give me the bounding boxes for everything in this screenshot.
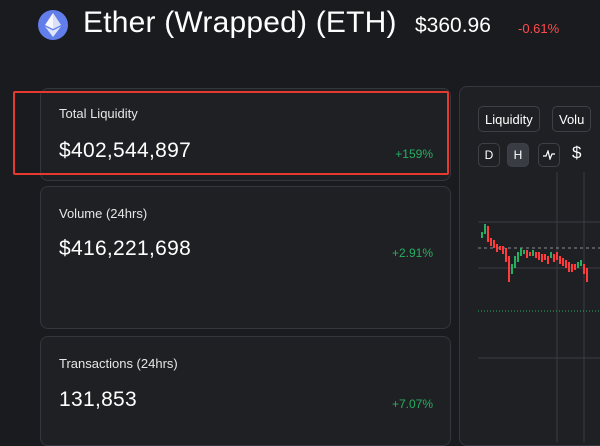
candle <box>511 264 513 274</box>
candle <box>538 252 540 260</box>
candle <box>529 252 531 256</box>
token-header: Ether (Wrapped) (ETH) $360.96 -0.61% <box>0 0 600 52</box>
tab-volume[interactable]: Volu <box>552 106 592 132</box>
candle <box>493 240 495 248</box>
candle <box>502 246 504 254</box>
candle <box>481 232 483 238</box>
price-chart <box>478 172 600 442</box>
volume-delta: +2.91% <box>391 246 433 260</box>
chart-panel: Liquidity Volu D H $ <box>459 86 600 446</box>
candle <box>559 256 561 264</box>
candle <box>517 252 519 262</box>
highlight-box <box>13 91 449 175</box>
candle <box>586 268 588 282</box>
candle <box>532 250 534 256</box>
ethereum-icon <box>38 10 68 40</box>
total-liquidity-value: $402,544,897 <box>59 139 192 162</box>
candle <box>520 248 522 256</box>
candle <box>487 226 489 242</box>
total-liquidity-label: Total Liquidity <box>59 106 138 121</box>
line-chart-icon <box>543 150 555 160</box>
candle <box>583 264 585 274</box>
line-chart-button[interactable] <box>538 143 560 167</box>
chart-value-partial: $ <box>572 143 582 162</box>
candle <box>568 262 570 272</box>
volume-value: $416,221,698 <box>59 237 192 260</box>
candle <box>577 262 579 268</box>
chart-gridlines <box>478 172 600 442</box>
transactions-value: 131,853 <box>59 388 138 411</box>
candle <box>553 254 555 262</box>
token-title: Ether (Wrapped) (ETH) <box>83 6 397 39</box>
candle <box>550 252 552 258</box>
candle <box>544 254 546 260</box>
candle <box>514 256 516 268</box>
candle <box>556 252 558 260</box>
total-liquidity-delta: +159% <box>395 147 433 161</box>
candle <box>523 250 525 254</box>
candles <box>481 224 588 282</box>
candle <box>505 248 507 262</box>
volume-label: Volume (24hrs) <box>59 206 148 221</box>
candle <box>580 260 582 266</box>
volume-card: Volume (24hrs) $416,221,698 +2.91% <box>40 186 451 329</box>
candle <box>547 256 549 264</box>
candle <box>571 264 573 272</box>
timeframe-hour[interactable]: H <box>507 143 529 167</box>
transactions-label: Transactions (24hrs) <box>59 356 178 371</box>
candle <box>535 252 537 258</box>
transactions-delta: +7.07% <box>391 397 433 411</box>
transactions-card: Transactions (24hrs) 131,853 +7.07% <box>40 336 451 446</box>
candle <box>484 224 486 234</box>
candle <box>541 254 543 262</box>
tab-liquidity[interactable]: Liquidity <box>478 106 540 132</box>
candle <box>508 256 510 282</box>
candle <box>496 244 498 252</box>
candle <box>562 258 564 266</box>
price-change: -0.61% <box>518 21 560 36</box>
candle <box>574 264 576 270</box>
candle <box>490 238 492 246</box>
candle <box>565 260 567 268</box>
candle <box>526 250 528 258</box>
candle <box>499 246 501 250</box>
timeframe-day[interactable]: D <box>478 143 500 167</box>
total-liquidity-card: Total Liquidity $402,544,897 +159% <box>40 88 451 181</box>
token-price: $360.96 <box>415 14 491 37</box>
